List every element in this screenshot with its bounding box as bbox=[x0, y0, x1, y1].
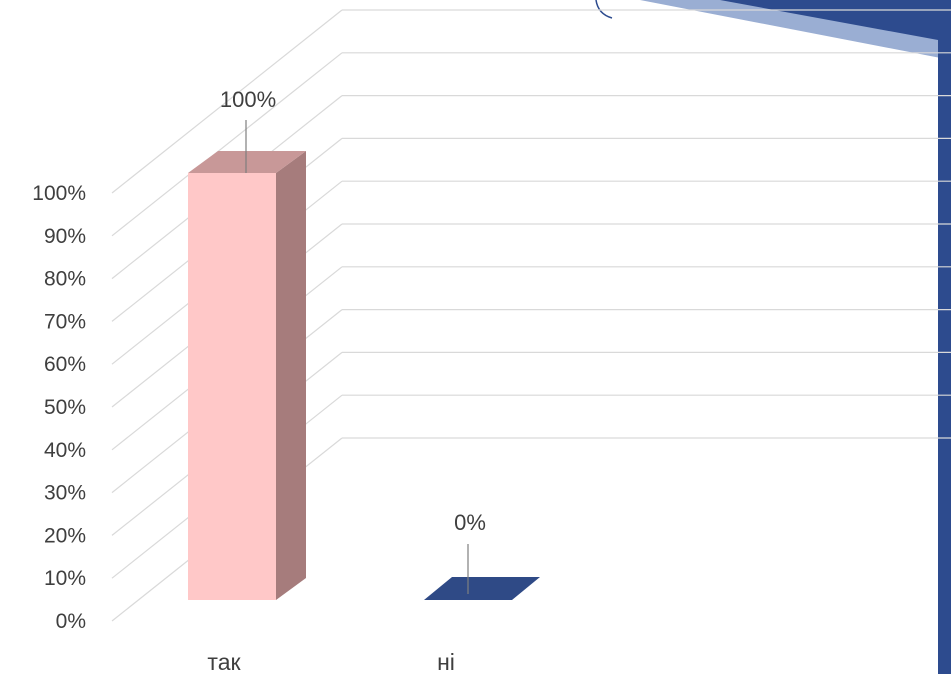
y-tick-label: 80% bbox=[44, 268, 86, 291]
slide-decoration bbox=[595, 0, 951, 674]
y-tick-label: 30% bbox=[44, 482, 86, 505]
y-tick-label: 90% bbox=[44, 225, 86, 248]
category-label: ні bbox=[437, 649, 455, 674]
data-label: 100% bbox=[220, 87, 276, 112]
y-axis-tick-labels: 0% 10% 20% 30% 40% 50% 60% 70% 80% 90% 100% bbox=[32, 182, 86, 633]
y-tick-label: 40% bbox=[44, 439, 86, 462]
y-tick-label: 10% bbox=[44, 567, 86, 590]
gridline-depth bbox=[111, 9, 343, 194]
y-tick-label: 50% bbox=[44, 396, 86, 419]
bar-front-face bbox=[188, 173, 276, 600]
gridline-depth bbox=[111, 52, 343, 237]
x-axis-category-labels: так ні bbox=[207, 649, 454, 674]
decor-curve-line bbox=[595, 0, 613, 19]
y-tick-label: 0% bbox=[56, 610, 86, 633]
y-tick-label: 100% bbox=[32, 182, 86, 205]
category-label: так bbox=[207, 649, 241, 674]
y-tick-label: 70% bbox=[44, 310, 86, 333]
bar bbox=[188, 151, 306, 600]
decor-dark-shape bbox=[720, 0, 951, 674]
bars bbox=[188, 151, 540, 600]
y-tick-label: 20% bbox=[44, 524, 86, 547]
data-label: 0% bbox=[454, 510, 486, 535]
bar bbox=[424, 577, 540, 600]
bar-flat-slab bbox=[424, 577, 540, 600]
bar-side-face bbox=[276, 151, 306, 600]
bar-top-face bbox=[188, 151, 306, 173]
y-tick-label: 60% bbox=[44, 353, 86, 376]
data-labels: 100% 0% bbox=[220, 87, 486, 594]
